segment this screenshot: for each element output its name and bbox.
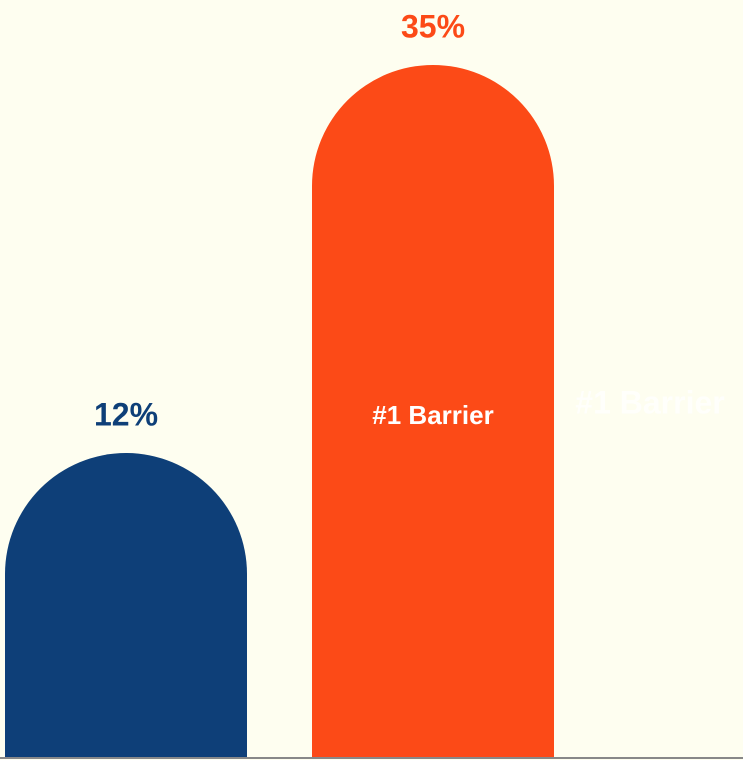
bar <box>5 453 247 757</box>
value-label: 12% <box>94 396 158 432</box>
value-label: 35% <box>401 8 465 44</box>
bar <box>312 64 554 757</box>
annotation-ghost: #1 Barrier <box>575 384 724 420</box>
annotation: #1 Barrier <box>372 400 493 430</box>
